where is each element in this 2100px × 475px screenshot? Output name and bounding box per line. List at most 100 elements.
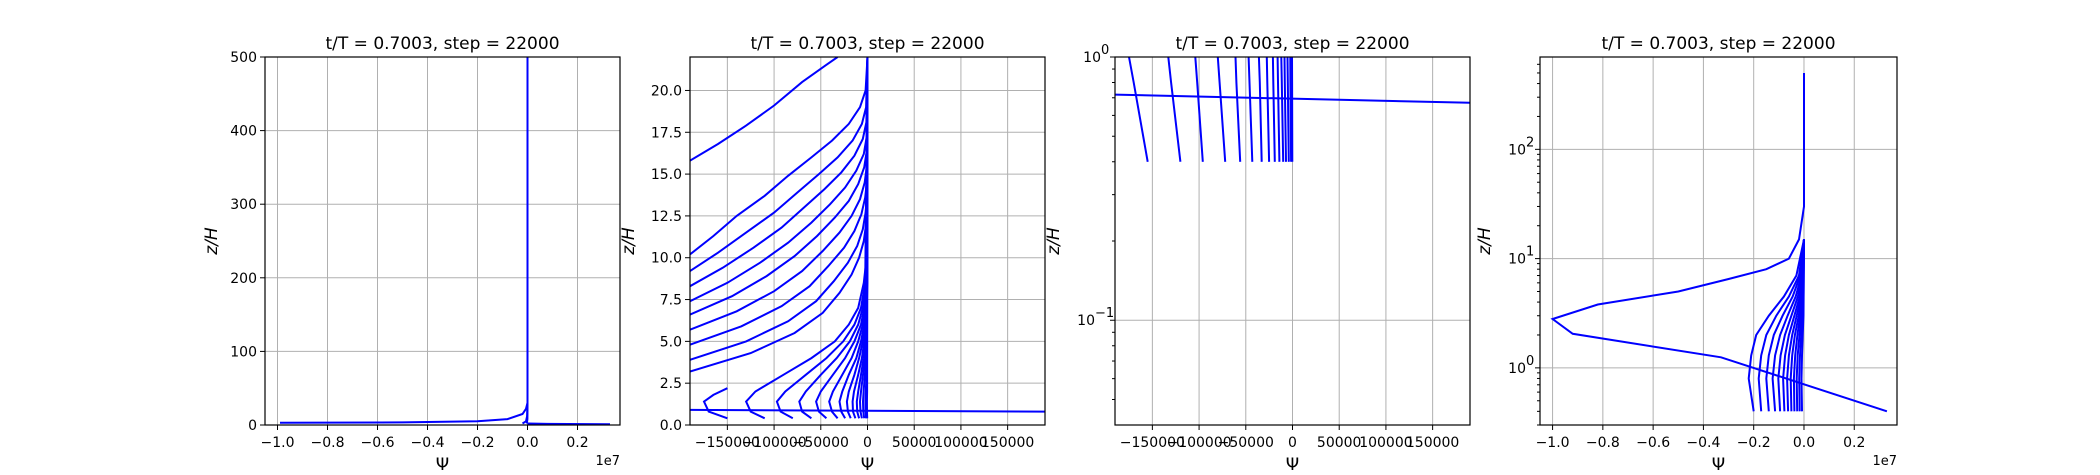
x-tick-label: −0.2 <box>461 435 495 451</box>
y-tick-exponent: 0 <box>1101 43 1109 58</box>
series-line-1 <box>279 57 529 424</box>
series-group <box>1115 57 1470 162</box>
series-line-4 <box>690 57 869 256</box>
y-tick-exponent: 1 <box>1526 245 1534 260</box>
y-tick-label: 10 <box>1077 313 1095 329</box>
series-line-13 <box>1283 57 1287 162</box>
series-line-12 <box>690 57 869 373</box>
x-tick-label: −1.0 <box>261 435 295 451</box>
x-axis-label: Ψ <box>861 455 874 475</box>
series-line-6 <box>690 57 869 288</box>
x-axis-label: Ψ <box>1286 455 1299 475</box>
y-tick-label: 10.0 <box>651 251 682 267</box>
x-offset-label: 1e7 <box>595 454 620 469</box>
chart-title: t/T = 0.7003, step = 22000 <box>1175 34 1409 54</box>
series-line-4 <box>1765 239 1805 412</box>
y-tick-label: 15.0 <box>651 167 682 183</box>
series-group <box>690 57 1045 420</box>
series-line-15 <box>1289 57 1293 162</box>
x-tick-label: −0.6 <box>1636 435 1670 451</box>
series-line-8 <box>1257 57 1263 162</box>
axes-frame <box>264 56 621 426</box>
y-tick-label: 2.5 <box>660 376 682 392</box>
y-tick-label: 7.5 <box>660 293 682 309</box>
series-line-2 <box>1747 239 1805 412</box>
x-tick-label: −50000 <box>793 435 849 451</box>
y-tick-exponent: 2 <box>1526 135 1534 150</box>
y-axis-label: z/H <box>1044 227 1064 256</box>
y-tick-label: 0.0 <box>660 418 682 434</box>
series-line-5 <box>690 57 869 272</box>
y-tick-label: 10 <box>1508 252 1526 268</box>
x-tick-label: 0 <box>1288 435 1297 451</box>
y-tick-label: 10 <box>1508 361 1526 377</box>
x-tick-label: 100000 <box>934 435 987 451</box>
x-offset-label: 1e7 <box>1872 454 1897 469</box>
series-line-10 <box>1271 57 1276 162</box>
series-line-1 <box>1550 73 1888 413</box>
y-tick-label: 100 <box>230 344 257 360</box>
series-line-14 <box>775 57 869 420</box>
x-tick-label: −150000 <box>695 435 760 451</box>
series-line-3 <box>702 387 728 420</box>
series-line-8 <box>690 57 869 316</box>
x-tick-label: −0.8 <box>311 435 345 451</box>
y-tick-label: 0 <box>248 418 257 434</box>
series-line-10 <box>690 57 869 346</box>
series-line-13 <box>1800 239 1805 412</box>
y-tick-label: 500 <box>230 50 257 66</box>
y-axis-label: z/H <box>619 227 639 256</box>
series-line-7 <box>1247 57 1254 162</box>
chart-title: t/T = 0.7003, step = 22000 <box>750 34 984 54</box>
series-line-25 <box>865 57 869 419</box>
series-group <box>1550 73 1888 413</box>
y-tick-label: 300 <box>230 197 257 213</box>
x-tick-label: −0.4 <box>411 435 445 451</box>
series-line-1 <box>690 57 839 162</box>
x-tick-label: 100000 <box>1359 435 1412 451</box>
y-tick-exponent: 0 <box>1526 354 1534 369</box>
x-tick-label: 0.0 <box>516 435 538 451</box>
x-tick-label: −100000 <box>1166 435 1231 451</box>
x-tick-label: −0.4 <box>1686 435 1720 451</box>
axes-frame <box>1114 56 1471 426</box>
chart-title: t/T = 0.7003, step = 22000 <box>325 34 559 54</box>
x-tick-label: 0.2 <box>566 435 588 451</box>
series-line-7 <box>690 57 869 303</box>
series-line-15 <box>798 57 869 420</box>
x-tick-label: 0.2 <box>1843 435 1865 451</box>
series-line-4 <box>1194 57 1204 162</box>
axes-frame <box>1539 56 1898 426</box>
series-line-12 <box>1280 57 1285 162</box>
series-line-4 <box>525 402 529 424</box>
series-line-2 <box>1128 57 1149 162</box>
x-tick-label: 50000 <box>892 435 937 451</box>
x-axis-label: Ψ <box>1712 455 1725 475</box>
series-line-14 <box>1286 57 1290 162</box>
x-tick-label: −0.6 <box>361 435 395 451</box>
x-tick-label: 0 <box>863 435 872 451</box>
series-line-9 <box>1265 57 1271 162</box>
series-line-11 <box>1276 57 1281 162</box>
x-tick-label: 0.0 <box>1793 435 1815 451</box>
x-tick-label: −1.0 <box>1536 435 1570 451</box>
x-tick-label: 50000 <box>1317 435 1362 451</box>
y-tick-label: 5.0 <box>660 334 682 350</box>
y-axis-label: z/H <box>1475 227 1495 256</box>
series-line-3 <box>1167 57 1182 162</box>
x-tick-label: −50000 <box>1218 435 1274 451</box>
axes-frame <box>689 56 1046 426</box>
x-tick-label: 150000 <box>1406 435 1459 451</box>
x-tick-label: −0.8 <box>1586 435 1620 451</box>
series-group <box>279 57 611 425</box>
y-tick-label: 17.5 <box>651 125 682 141</box>
y-tick-label: 20.0 <box>651 83 682 99</box>
x-axis-label: Ψ <box>436 455 449 475</box>
series-line-3 <box>1757 239 1805 412</box>
series-line-6 <box>1234 57 1242 162</box>
series-line-5 <box>1216 57 1227 162</box>
x-tick-label: −100000 <box>741 435 806 451</box>
